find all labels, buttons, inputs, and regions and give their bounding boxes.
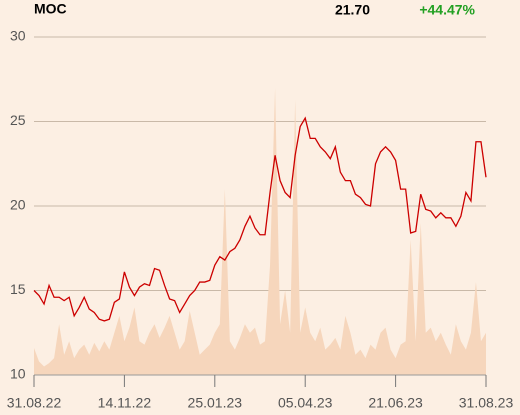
- x-tick-label: 21.06.23: [368, 395, 423, 411]
- x-tick-label: 25.01.23: [188, 395, 243, 411]
- price: 21.70: [335, 2, 370, 18]
- x-tick-label: 14.11.22: [98, 395, 152, 411]
- y-tick-label: 25: [10, 112, 26, 128]
- plot: 10 15 20 25 30 31.08.22 14.11.22 25.01.23 05.04.…: [7, 28, 514, 411]
- x-tick-label: 05.04.23: [278, 395, 333, 411]
- x-tick-label: 31.08.23: [459, 395, 514, 411]
- symbol: MOC: [34, 1, 67, 17]
- y-tick-label: 15: [10, 281, 26, 297]
- change: +44.47%: [419, 2, 475, 18]
- y-tick-label: 10: [10, 366, 26, 382]
- x-tick-label: 31.08.22: [7, 395, 62, 411]
- volume-area: [34, 87, 486, 375]
- price-line: [33, 116, 487, 322]
- y-tick-label: 30: [10, 28, 26, 44]
- y-tick-label: 20: [10, 197, 26, 213]
